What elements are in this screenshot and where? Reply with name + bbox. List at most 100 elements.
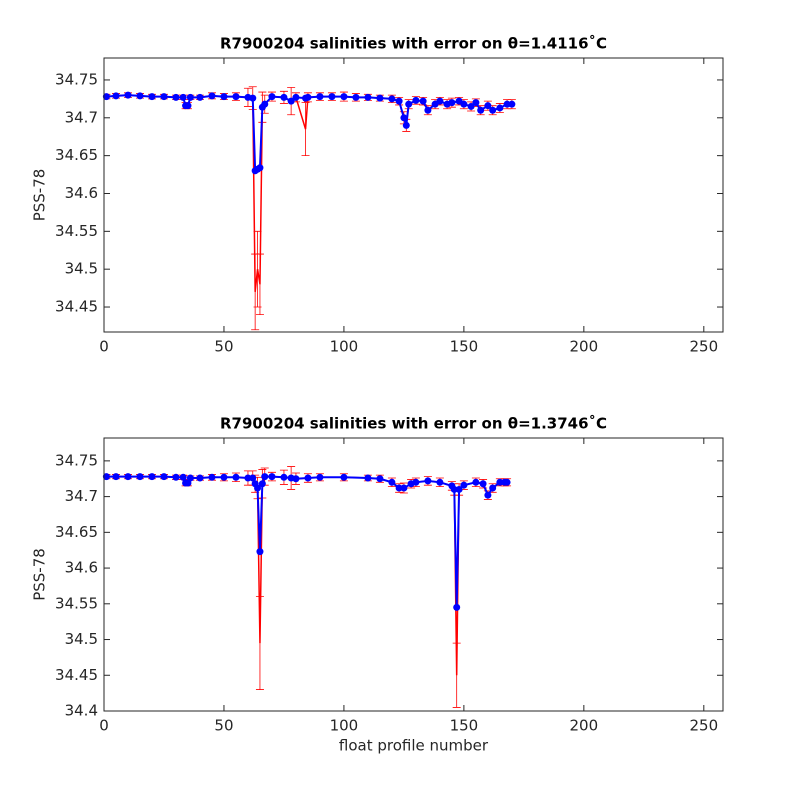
point (244, 474, 252, 482)
point (208, 473, 216, 481)
point (328, 93, 336, 101)
point (453, 603, 461, 611)
point (496, 104, 504, 112)
y-tick-label: 34.65 (55, 146, 98, 164)
y-tick-label: 34.65 (55, 523, 98, 541)
x-tick-label: 100 (330, 338, 359, 356)
point (316, 93, 324, 101)
point (436, 478, 444, 486)
point (258, 480, 266, 488)
point (477, 106, 485, 114)
y-tick-label: 34.4 (65, 702, 98, 720)
point (467, 102, 475, 110)
point (196, 93, 204, 101)
x-tick-label: 0 (99, 338, 109, 356)
y-tick-label: 34.55 (55, 222, 98, 240)
point (256, 548, 264, 556)
axes-frame (103, 437, 724, 712)
point (489, 106, 497, 114)
point (412, 96, 420, 104)
point (424, 477, 432, 485)
x-tick-label: 150 (450, 717, 479, 735)
point (472, 478, 480, 486)
point (280, 93, 288, 101)
point (261, 100, 269, 108)
x-tick-label: 250 (689, 717, 718, 735)
point (186, 474, 194, 482)
point (460, 100, 468, 108)
point (179, 473, 187, 481)
point (184, 102, 192, 110)
point (364, 474, 372, 482)
point (172, 473, 180, 481)
point (148, 473, 156, 481)
y-tick-label: 34.5 (65, 630, 98, 648)
point (395, 484, 403, 492)
point (484, 102, 492, 110)
y-tick-label: 34.75 (55, 451, 98, 469)
point (196, 474, 204, 482)
point (424, 106, 432, 114)
point (472, 99, 480, 107)
chart-title: R7900204 salinities with error on θ=1.37… (220, 415, 607, 433)
point (232, 93, 240, 101)
y-tick-label: 34.6 (65, 559, 98, 577)
y-tick-label: 34.7 (65, 108, 98, 126)
point (220, 473, 228, 481)
y-tick-label: 34.7 (65, 487, 98, 505)
x-tick-label: 50 (214, 338, 233, 356)
x-axis-label: float profile number (339, 737, 489, 755)
point (124, 91, 132, 99)
point (460, 481, 468, 489)
point (160, 93, 168, 101)
y-tick-label: 34.55 (55, 594, 98, 612)
point (136, 92, 144, 100)
x-tick-label: 50 (214, 717, 233, 735)
point (160, 473, 168, 481)
point (287, 97, 295, 105)
point (496, 478, 504, 486)
point (436, 97, 444, 105)
point (405, 100, 413, 108)
point (304, 474, 312, 482)
point (254, 484, 262, 492)
point (268, 93, 276, 101)
x-tick-label: 100 (330, 717, 359, 735)
point (412, 478, 420, 486)
error-bar (255, 596, 264, 690)
point (489, 484, 497, 492)
point (448, 99, 456, 107)
point (340, 473, 348, 481)
point (400, 114, 408, 122)
point (179, 93, 187, 101)
point (292, 475, 300, 483)
point (455, 485, 463, 493)
point (256, 164, 264, 172)
point (208, 92, 216, 100)
point (479, 480, 487, 488)
point (112, 473, 120, 481)
point (232, 473, 240, 481)
y-axis-label: PSS-78 (31, 169, 49, 222)
point (304, 93, 312, 101)
point (280, 473, 288, 481)
point (364, 93, 372, 101)
y-axis-label: PSS-78 (31, 548, 49, 601)
chart-title: R7900204 salinities with error on θ=1.41… (220, 35, 607, 53)
point (388, 95, 396, 103)
point (220, 93, 228, 101)
point (340, 93, 348, 101)
point (172, 93, 180, 101)
point (395, 97, 403, 105)
point (376, 94, 384, 102)
point (419, 97, 427, 105)
y-tick-label: 34.75 (55, 70, 98, 88)
point (484, 491, 492, 499)
y-tick-label: 34.5 (65, 260, 98, 278)
error-bar (301, 102, 310, 157)
point (102, 93, 110, 101)
point (503, 100, 511, 108)
point (148, 93, 156, 101)
point (316, 473, 324, 481)
point (249, 94, 257, 102)
